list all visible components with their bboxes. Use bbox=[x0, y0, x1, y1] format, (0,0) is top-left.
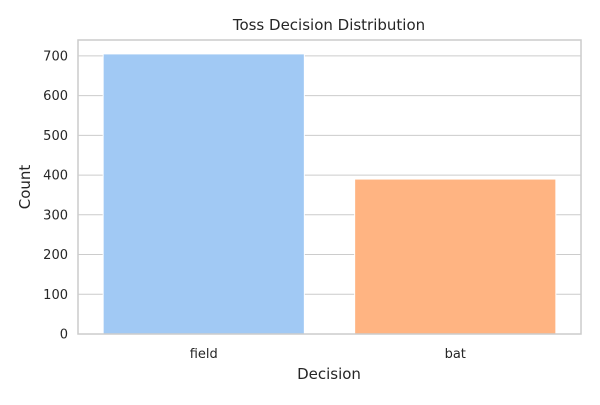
chart-title: Toss Decision Distribution bbox=[232, 16, 425, 34]
bars bbox=[102, 53, 557, 335]
plot-frame bbox=[77, 39, 582, 335]
y-tick-label: 500 bbox=[43, 129, 68, 144]
y-tick-label: 400 bbox=[43, 169, 68, 184]
y-tick-label: 700 bbox=[43, 49, 68, 64]
y-axis-label: Count bbox=[16, 165, 34, 210]
y-tick-label: 600 bbox=[43, 89, 68, 104]
y-tick-label: 300 bbox=[43, 208, 68, 223]
x-tick-labels: field bat bbox=[190, 347, 466, 362]
bar-bat bbox=[354, 178, 557, 335]
bar-field bbox=[102, 53, 305, 335]
y-tick-labels: 0 100 200 300 400 500 600 700 bbox=[43, 49, 68, 342]
x-axis-label: Decision bbox=[297, 365, 361, 383]
x-tick-label-bat: bat bbox=[445, 347, 466, 362]
y-tick-label: 0 bbox=[60, 328, 68, 343]
y-tick-label: 100 bbox=[43, 288, 68, 303]
y-tick-label: 200 bbox=[43, 248, 68, 263]
x-tick-label-field: field bbox=[190, 347, 218, 362]
